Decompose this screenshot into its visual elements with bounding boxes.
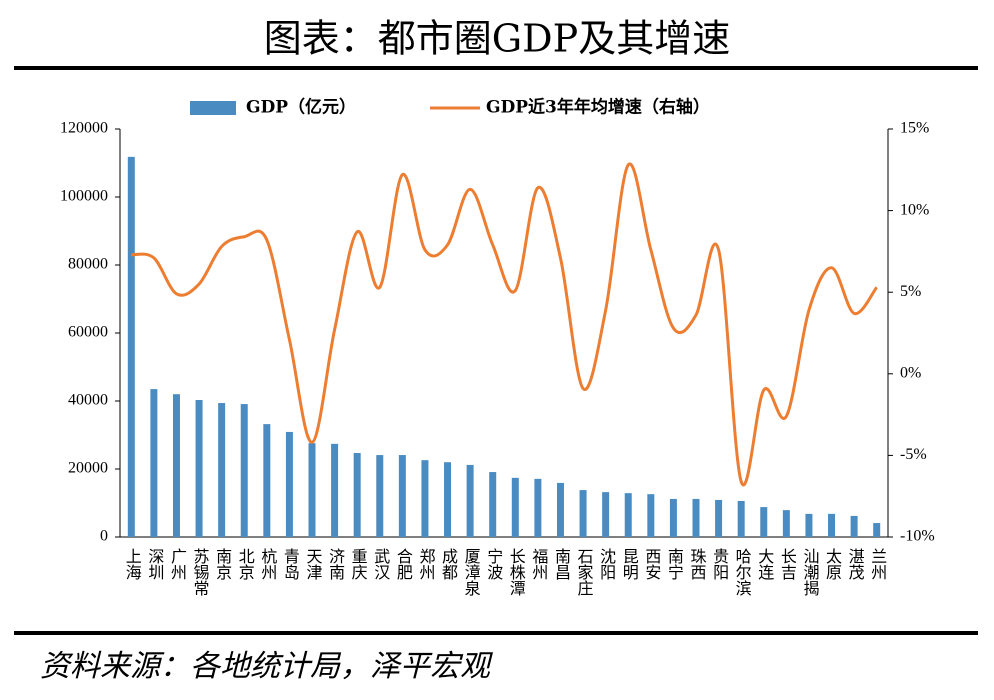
x-tick-label: 武汉 xyxy=(371,548,390,580)
bar xyxy=(715,499,723,537)
x-tick-label: 厦漳泉 xyxy=(462,548,481,596)
x-tick-label: 南京 xyxy=(213,548,232,581)
bar xyxy=(511,477,519,537)
x-tick-label: 贵阳 xyxy=(710,548,729,580)
bar xyxy=(150,389,158,537)
x-tick-label: 珠西 xyxy=(688,548,707,580)
x-tick-label: 天津 xyxy=(304,548,323,580)
bar xyxy=(376,455,384,537)
bar xyxy=(873,523,881,537)
y-tick-label: 40000 xyxy=(68,392,108,409)
x-tick-label: 广州 xyxy=(168,548,187,580)
x-tick-label: 南宁 xyxy=(665,548,684,580)
bar xyxy=(828,513,836,537)
y2-tick-label: 0% xyxy=(900,364,921,381)
x-tick-label: 汕潮揭 xyxy=(800,548,819,597)
x-tick-label: 沈阳 xyxy=(597,548,616,580)
x-tick-label: 西安 xyxy=(642,548,661,580)
bar xyxy=(737,500,745,537)
x-tick-label: 福州 xyxy=(529,548,548,580)
x-tick-label: 大连 xyxy=(755,548,774,580)
bar xyxy=(353,453,361,537)
bottom-rule xyxy=(14,631,978,635)
bar xyxy=(556,482,564,537)
y2-tick-label: -5% xyxy=(900,446,927,463)
legend-label: GDP近3年年均增速（右轴） xyxy=(486,97,710,118)
bar xyxy=(489,472,497,537)
x-tick-label: 郑州 xyxy=(416,548,435,580)
x-tick-label: 上海 xyxy=(123,548,142,580)
chart-title: 图表：都市圈GDP及其增速 xyxy=(264,17,730,61)
bar xyxy=(218,403,226,537)
y-tick-label: 100000 xyxy=(60,188,108,205)
x-tick-label: 长吉 xyxy=(778,548,797,580)
legend-swatch xyxy=(190,101,236,115)
bar xyxy=(602,492,610,537)
bar xyxy=(647,494,655,537)
bar xyxy=(240,404,248,537)
bar xyxy=(782,510,790,537)
bar xyxy=(579,490,587,537)
x-tick-label: 成都 xyxy=(439,548,458,580)
bar xyxy=(263,424,271,537)
legend-label: GDP（亿元） xyxy=(246,97,356,118)
bar xyxy=(466,464,474,537)
top-rule xyxy=(14,66,978,70)
bar xyxy=(534,478,542,537)
x-tick-label: 苏锡常 xyxy=(191,548,210,596)
y-tick-label: 60000 xyxy=(68,324,108,341)
source: 资料来源：各地统计局，泽平宏观 xyxy=(40,649,493,684)
line xyxy=(131,162,878,487)
bar xyxy=(195,399,203,537)
y-tick-label: 120000 xyxy=(60,120,108,137)
y2-tick-label: 5% xyxy=(900,283,921,300)
bar xyxy=(624,493,632,537)
bar xyxy=(172,394,180,537)
bar xyxy=(127,156,135,537)
x-tick-label: 深圳 xyxy=(145,548,164,580)
bar xyxy=(444,462,452,537)
x-tick-label: 重庆 xyxy=(349,548,368,580)
x-tick-label: 济南 xyxy=(326,548,345,580)
x-tick-label: 北京 xyxy=(236,548,255,581)
bar xyxy=(308,443,316,537)
bar xyxy=(398,455,406,537)
x-tick-label: 湛茂 xyxy=(846,548,865,581)
x-tick-label: 太原 xyxy=(823,548,842,580)
x-tick-label: 南昌 xyxy=(552,548,571,580)
y2-tick-label: 15% xyxy=(900,120,929,137)
bar xyxy=(285,431,293,537)
bar xyxy=(805,513,813,537)
y-tick-label: 0 xyxy=(100,528,108,545)
bar xyxy=(850,515,858,537)
x-tick-label: 宁波 xyxy=(484,548,503,580)
y2-tick-label: -10% xyxy=(900,528,935,545)
bar xyxy=(421,460,429,537)
bar xyxy=(331,443,339,537)
x-tick-label: 杭州 xyxy=(258,548,277,580)
bar xyxy=(760,507,768,537)
x-tick-label: 兰州 xyxy=(868,548,887,580)
x-tick-label: 长株潭 xyxy=(507,548,526,596)
x-tick-label: 昆明 xyxy=(620,548,639,581)
y2-tick-label: 10% xyxy=(900,201,929,218)
y-tick-label: 20000 xyxy=(68,460,108,477)
bar xyxy=(692,498,700,537)
y-tick-label: 80000 xyxy=(68,256,108,273)
bar xyxy=(669,498,677,537)
x-tick-label: 哈尔滨 xyxy=(733,548,752,596)
x-tick-label: 石家庄 xyxy=(575,548,594,596)
x-tick-label: 青岛 xyxy=(281,548,300,581)
x-tick-label: 合肥 xyxy=(394,548,413,581)
